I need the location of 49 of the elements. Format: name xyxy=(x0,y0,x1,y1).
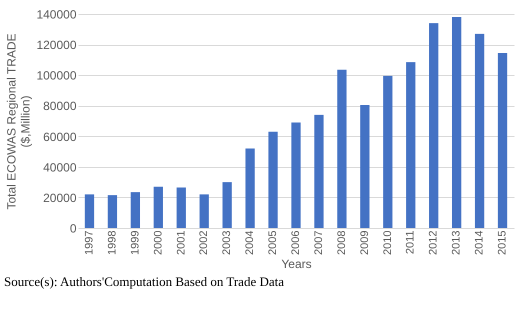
bar xyxy=(176,187,186,228)
x-tick-label: 2013 xyxy=(450,230,463,255)
y-tick-label: 40000 xyxy=(43,160,77,174)
bar xyxy=(474,34,484,228)
y-tick-label: 140000 xyxy=(36,8,77,22)
y-tick-label: 100000 xyxy=(36,68,77,83)
bar xyxy=(130,192,140,228)
bar xyxy=(452,17,462,228)
bar xyxy=(200,194,209,228)
x-tick-label: 2002 xyxy=(198,230,210,255)
bar xyxy=(245,148,255,228)
x-tick-label: 1997 xyxy=(83,230,96,255)
bar xyxy=(291,122,301,228)
x-tick-label: 2007 xyxy=(312,230,325,255)
x-tick-label: 2010 xyxy=(382,230,394,255)
y-tick-label: 0 xyxy=(70,222,77,236)
x-tick-label: 2006 xyxy=(290,230,302,255)
bar xyxy=(498,52,508,228)
bar xyxy=(383,76,392,228)
bar xyxy=(406,62,416,228)
y-tick-label: 20000 xyxy=(43,190,77,205)
x-tick-label: 1999 xyxy=(129,230,142,255)
y-tick-label: 120000 xyxy=(36,38,77,52)
y-axis-title: Total ECOWAS Regional TRADE ($,Million) xyxy=(4,33,32,210)
x-tick-label: 2015 xyxy=(496,230,509,255)
x-tick-label: 2000 xyxy=(152,230,164,255)
x-tick-label: 1998 xyxy=(106,230,118,255)
x-tick-label: 2011 xyxy=(404,230,417,254)
x-tick-label: 2008 xyxy=(336,230,348,255)
x-tick-label: 2014 xyxy=(474,230,486,255)
x-tick-label: 2004 xyxy=(244,230,256,255)
source-note: Source(s): Authors'Computation Based on Trade Data xyxy=(4,274,286,290)
x-tick-label: 2001 xyxy=(175,230,188,255)
y-tick-label: 60000 xyxy=(43,130,77,144)
bar xyxy=(429,23,438,228)
bar xyxy=(360,104,370,228)
bar xyxy=(84,194,94,228)
bar xyxy=(154,186,163,228)
x-tick-label: 2005 xyxy=(267,230,280,255)
y-tick-label: 80000 xyxy=(43,99,77,114)
bar xyxy=(268,132,278,228)
bar xyxy=(337,70,347,228)
bar xyxy=(108,195,118,228)
x-tick-label: 2009 xyxy=(358,230,371,255)
x-tick-label: 2012 xyxy=(428,230,440,255)
bar xyxy=(222,182,232,228)
x-axis-title: Years xyxy=(281,256,312,271)
bar xyxy=(314,114,324,228)
x-tick-label: 2003 xyxy=(221,230,234,255)
